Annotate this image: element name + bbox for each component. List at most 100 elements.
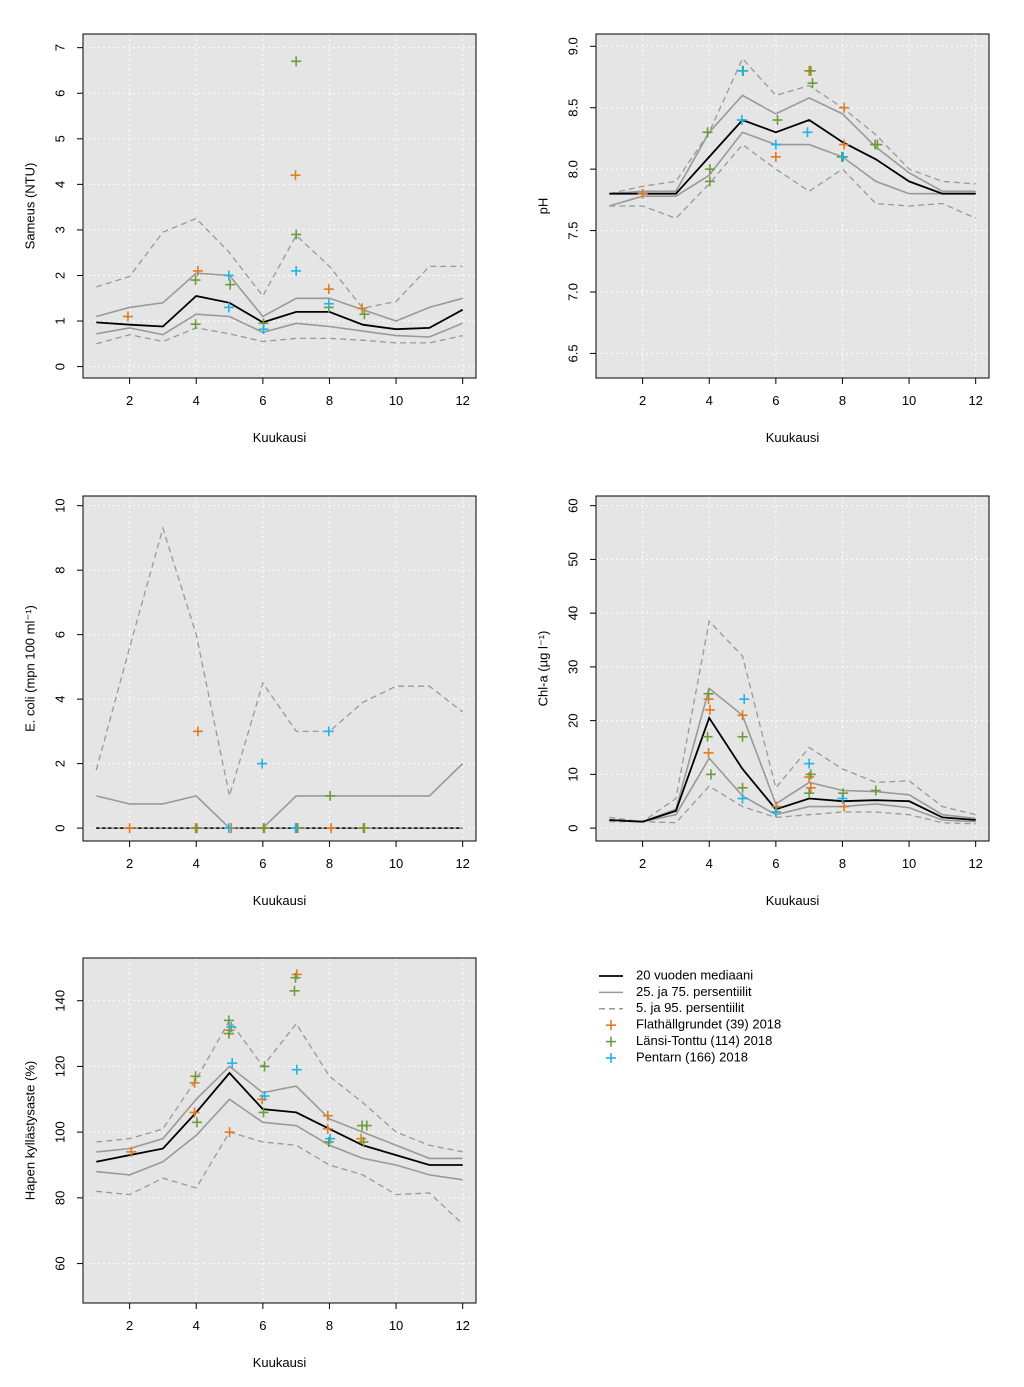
data-point bbox=[870, 785, 881, 796]
data-point bbox=[226, 1022, 237, 1032]
y-tick-label: 0 bbox=[52, 363, 67, 370]
y-tick-label: 60 bbox=[52, 1256, 67, 1270]
y-tick-label: 8.5 bbox=[565, 99, 580, 117]
data-point bbox=[192, 726, 203, 737]
series-p25-line bbox=[609, 756, 976, 823]
y-tick-label: 7 bbox=[52, 44, 67, 51]
series-p25-line bbox=[96, 313, 464, 338]
data-point bbox=[259, 1061, 270, 1072]
data-point bbox=[291, 56, 302, 67]
x-tick-label: 10 bbox=[389, 856, 403, 871]
data-point bbox=[224, 1127, 235, 1138]
x-tick-label: 8 bbox=[326, 393, 333, 408]
data-point bbox=[805, 782, 816, 793]
series-p75-line bbox=[96, 272, 463, 322]
series-p75-line bbox=[96, 1065, 463, 1160]
y-tick-label: 140 bbox=[52, 990, 67, 1012]
x-tick-label: 6 bbox=[772, 856, 779, 871]
data-point bbox=[189, 1107, 200, 1118]
data-point bbox=[838, 151, 849, 162]
plot-frame bbox=[595, 495, 990, 842]
y-tick-label: 2 bbox=[52, 760, 67, 767]
data-point bbox=[357, 303, 368, 314]
series-p95-line bbox=[96, 217, 463, 310]
x-tick-label: 10 bbox=[902, 393, 916, 408]
chart-panel-chla: 2 4 6 8 10 12 0 10 20 30 40 50 60 Kuukausi Chl-a (µg l… bbox=[535, 495, 990, 908]
legend-item: Pentarn (166) 2018 bbox=[606, 1049, 748, 1064]
data-point bbox=[290, 823, 301, 834]
data-point bbox=[737, 65, 748, 76]
data-point bbox=[323, 726, 334, 737]
x-tick-label: 2 bbox=[126, 1318, 133, 1333]
data-point bbox=[325, 1133, 336, 1144]
x-tick-label: 6 bbox=[259, 856, 266, 871]
y-tick-label: 10 bbox=[565, 767, 580, 781]
data-point bbox=[190, 275, 201, 286]
data-point bbox=[291, 265, 302, 276]
data-point bbox=[702, 127, 713, 138]
legend-item: 25. ja 75. persentiilit bbox=[599, 984, 752, 999]
data-point bbox=[291, 229, 302, 240]
x-tick-label: 8 bbox=[326, 856, 333, 871]
y-axis-label: Chl-a (µg l⁻¹) bbox=[535, 631, 550, 707]
series-median-line bbox=[609, 715, 976, 823]
series-p95-line bbox=[96, 1019, 463, 1153]
x-tick-label: 2 bbox=[126, 856, 133, 871]
y-tick-label: 6 bbox=[52, 90, 67, 97]
data-point bbox=[361, 1120, 372, 1131]
data-point bbox=[258, 823, 269, 834]
data-point bbox=[258, 324, 269, 335]
legend-item: Länsi-Tonttu (114) 2018 bbox=[606, 1033, 772, 1048]
y-tick-label: 30 bbox=[565, 660, 580, 674]
x-tick-label: 12 bbox=[968, 856, 982, 871]
y-axis-label: Hapen kyllästysaste (%) bbox=[22, 1061, 37, 1200]
y-tick-label: 100 bbox=[52, 1121, 67, 1143]
plot-background bbox=[595, 495, 990, 842]
data-point bbox=[703, 688, 714, 699]
data-point bbox=[704, 704, 715, 715]
series-p25-line bbox=[609, 131, 976, 207]
y-tick-label: 80 bbox=[52, 1191, 67, 1205]
data-point bbox=[704, 164, 715, 175]
data-point bbox=[124, 823, 135, 834]
x-tick-label: 4 bbox=[706, 856, 713, 871]
y-axis-label: pH bbox=[535, 198, 550, 215]
data-point bbox=[739, 694, 750, 705]
data-point bbox=[637, 188, 648, 199]
plot-frame bbox=[82, 33, 477, 379]
series-p95-line bbox=[609, 619, 976, 823]
data-point bbox=[872, 139, 883, 150]
x-tick-label: 12 bbox=[455, 856, 469, 871]
y-tick-label: 5 bbox=[52, 135, 67, 142]
data-point bbox=[189, 1077, 200, 1088]
x-tick-label: 12 bbox=[968, 393, 982, 408]
data-point bbox=[839, 102, 850, 113]
data-point bbox=[323, 284, 334, 295]
legend-item: Flathällgrundet (39) 2018 bbox=[606, 1017, 781, 1032]
data-point bbox=[804, 758, 815, 769]
data-point bbox=[358, 823, 369, 834]
x-axis-label: Kuukausi bbox=[253, 430, 307, 445]
data-point bbox=[839, 801, 850, 812]
data-point bbox=[223, 302, 234, 313]
chart-panel-ecoli: 2 4 6 8 10 12 0 2 4 6 8 10 Kuukausi E. coli (mpn 100 … bbox=[22, 495, 477, 908]
y-tick-label: 8.0 bbox=[565, 160, 580, 178]
data-point bbox=[257, 758, 268, 769]
data-point bbox=[190, 319, 201, 330]
series-p75-line bbox=[609, 94, 976, 195]
plot-background bbox=[82, 33, 477, 379]
data-point bbox=[737, 782, 748, 793]
series-p5-line bbox=[609, 785, 976, 825]
chart-panel-ph: 2 4 6 8 10 12 6.5 7.0 7.5 8.0 8.5 9.0 Kuukausi pH bbox=[535, 33, 990, 445]
x-tick-label: 6 bbox=[259, 1318, 266, 1333]
y-tick-label: 7.5 bbox=[565, 222, 580, 240]
y-axis-label: Sameus (NTU) bbox=[22, 163, 37, 250]
data-point bbox=[805, 65, 816, 76]
data-point bbox=[290, 170, 301, 181]
data-point bbox=[770, 151, 781, 162]
y-tick-label: 3 bbox=[52, 226, 67, 233]
x-tick-label: 2 bbox=[639, 856, 646, 871]
data-point bbox=[322, 1123, 333, 1134]
